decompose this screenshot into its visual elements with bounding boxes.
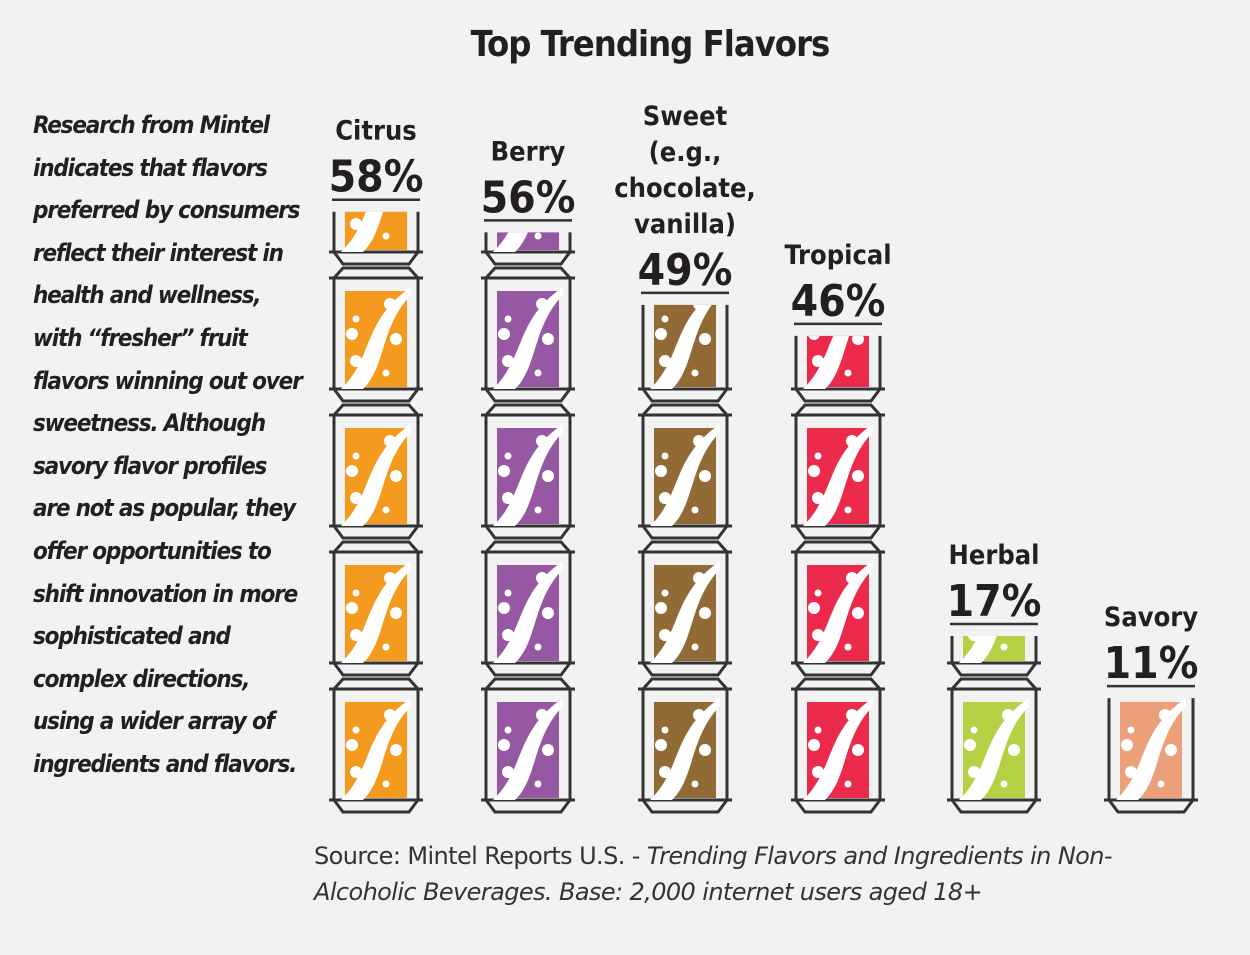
category-label: Citrus xyxy=(335,116,417,147)
value-label: 17% xyxy=(947,576,1042,627)
can-icon xyxy=(329,211,423,266)
bar-citrus xyxy=(329,211,423,814)
source-italic: Trending Flavors and Ingredients in Non-… xyxy=(314,842,1113,906)
can-icon xyxy=(791,403,885,540)
can-icon xyxy=(329,677,423,814)
can-icon xyxy=(481,677,575,814)
bar-sweet xyxy=(638,304,732,814)
source-note: Source: Mintel Reports U.S. - Trending F… xyxy=(314,838,1194,910)
category-label: Savory xyxy=(1104,602,1198,633)
bar-herbal xyxy=(947,636,1041,814)
can-icon xyxy=(638,677,732,814)
value-label: 58% xyxy=(329,152,424,203)
bar-tropical xyxy=(791,335,885,814)
category-label: Berry xyxy=(491,136,566,167)
value-label: 49% xyxy=(638,245,733,296)
category-label: vanilla) xyxy=(634,209,736,240)
can-icon xyxy=(481,232,575,266)
can-icon xyxy=(1104,698,1198,814)
can-icon xyxy=(638,304,732,403)
can-icon xyxy=(638,403,732,540)
chart-title: Top Trending Flavors xyxy=(470,24,831,65)
category-label: Tropical xyxy=(784,240,891,271)
category-label: Herbal xyxy=(949,540,1040,571)
bar-berry xyxy=(481,232,575,814)
can-icon xyxy=(947,677,1041,814)
can-icon xyxy=(329,266,423,403)
can-icon xyxy=(481,403,575,540)
can-icon xyxy=(791,677,885,814)
can-icon xyxy=(638,540,732,677)
can-icon xyxy=(329,540,423,677)
bar-savory xyxy=(1104,698,1198,814)
can-icon xyxy=(947,636,1041,677)
source-prefix: Source: Mintel Reports U.S. - xyxy=(314,842,647,870)
value-label: 46% xyxy=(791,276,886,327)
category-label: chocolate, xyxy=(614,173,756,204)
category-label: Sweet xyxy=(643,101,728,132)
category-label: (e.g., xyxy=(649,137,722,168)
value-label: 11% xyxy=(1104,638,1199,689)
can-icon xyxy=(329,403,423,540)
can-icon xyxy=(481,266,575,403)
value-label: 56% xyxy=(481,172,576,223)
can-icon xyxy=(791,540,885,677)
can-icon xyxy=(481,540,575,677)
can-icon xyxy=(791,335,885,403)
intro-text: Research from Mintel indicates that flav… xyxy=(33,111,303,778)
